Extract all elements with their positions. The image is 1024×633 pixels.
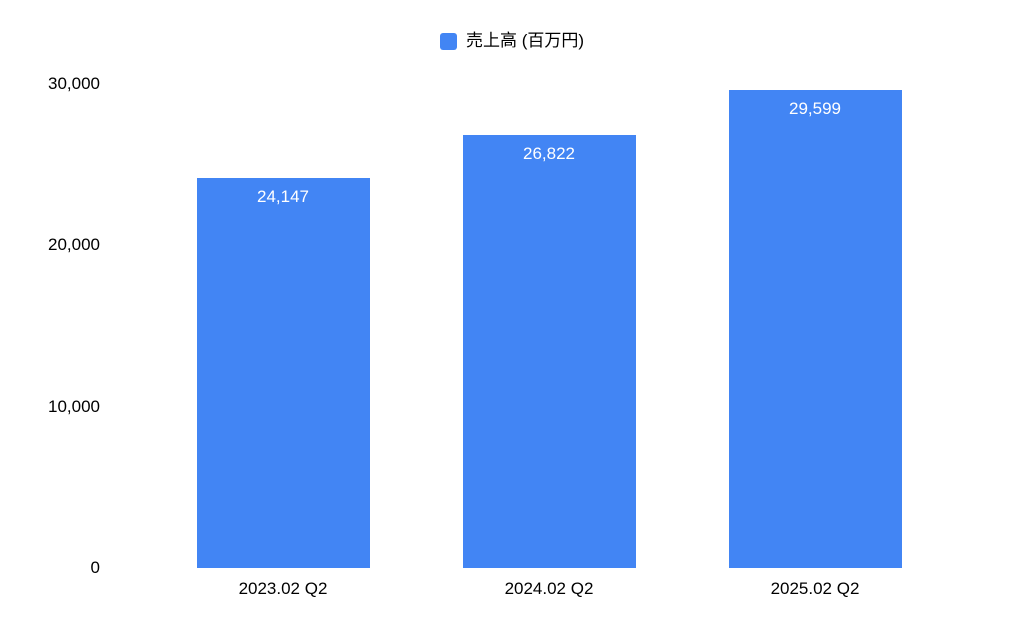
y-axis-tick-label: 0: [90, 558, 100, 577]
y-axis-tick-label: 30,000: [48, 74, 100, 93]
bar: 29,599: [728, 90, 902, 568]
bar: 24,147: [196, 178, 370, 568]
chart-legend: 売上高 (百万円): [0, 31, 1024, 51]
bar-value-label: 26,822: [523, 144, 575, 164]
x-axis-label: 2023.02 Q2: [238, 579, 328, 598]
y-axis-tick-label: 20,000: [48, 235, 100, 255]
x-axis-label: 2024.02 Q2: [504, 579, 594, 598]
bar-value-label: 24,147: [257, 187, 309, 207]
y-axis-tick-label: 10,000: [48, 396, 100, 416]
bar-value-label: 29,599: [789, 99, 841, 119]
bar: 26,822: [462, 135, 636, 568]
legend-label: 売上高 (百万円): [465, 31, 585, 50]
legend-swatch-icon: [439, 32, 457, 50]
x-axis-label: 2025.02 Q2: [770, 579, 860, 598]
